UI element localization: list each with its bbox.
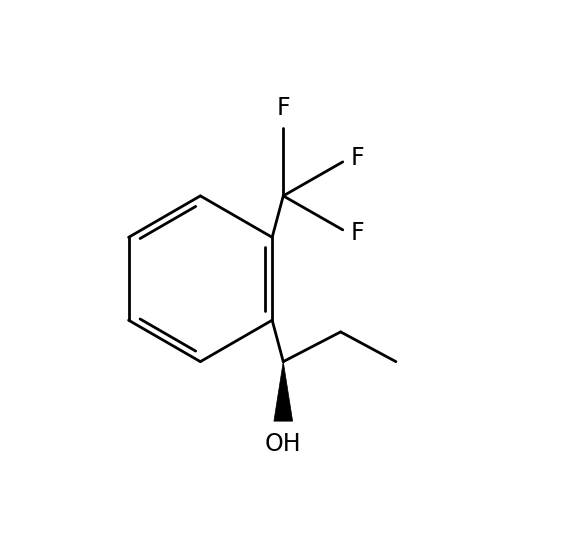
Text: F: F [277, 96, 290, 120]
Text: F: F [351, 146, 364, 171]
Text: F: F [351, 221, 364, 245]
Text: OH: OH [265, 432, 302, 456]
Polygon shape [274, 362, 293, 421]
